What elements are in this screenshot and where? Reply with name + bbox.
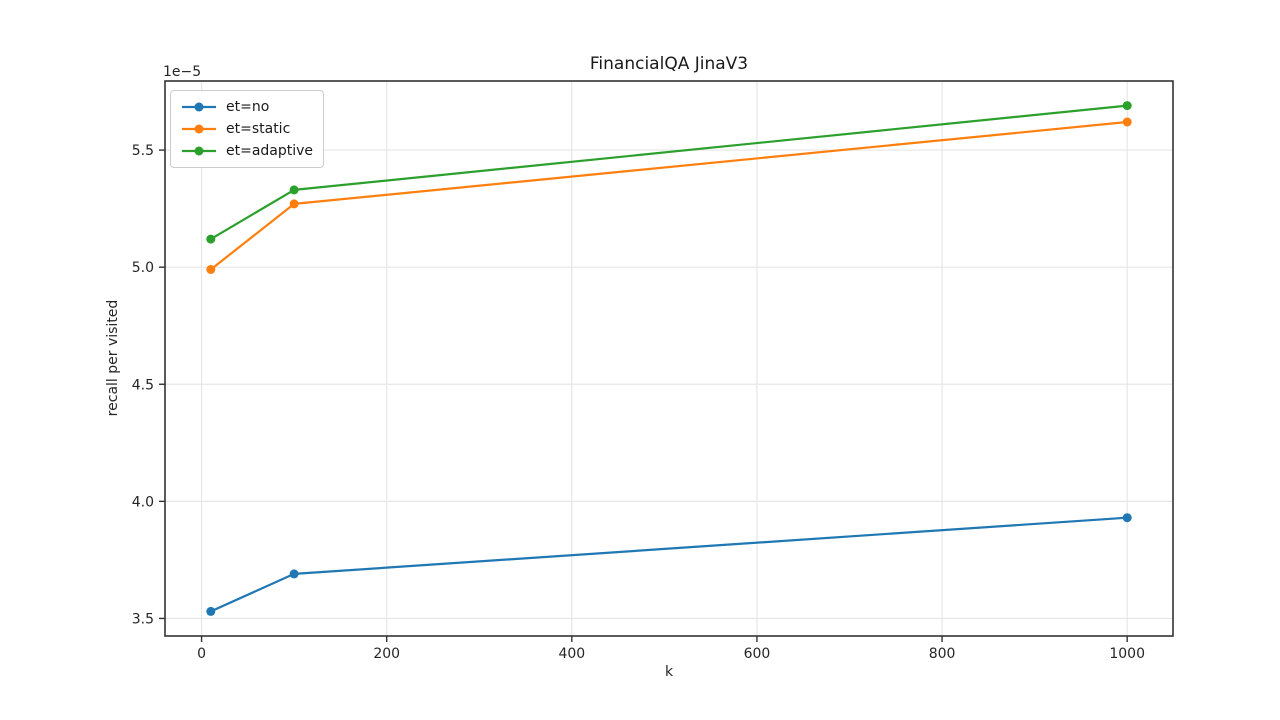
series-line-et-no bbox=[209, 516, 1129, 613]
x-tick-label: 800 bbox=[929, 646, 956, 662]
x-axis-label: k bbox=[664, 664, 674, 680]
x-tick-label: 400 bbox=[558, 646, 585, 662]
legend-sample-marker bbox=[194, 146, 204, 156]
legend-item-et-no: et=no bbox=[180, 97, 313, 117]
y-tick-label: 3.5 bbox=[132, 611, 154, 627]
data-point-et-adaptive bbox=[289, 185, 299, 195]
legend-label: et=adaptive bbox=[226, 143, 314, 159]
x-tick-label: 600 bbox=[744, 646, 771, 662]
legend: et=no et=static et=adaptive bbox=[170, 90, 325, 168]
data-point-et-no bbox=[289, 569, 299, 579]
legend-sample-marker bbox=[194, 102, 204, 112]
axes-spines bbox=[164, 80, 1174, 637]
x-tick-label: 0 bbox=[197, 646, 206, 662]
data-point-et-no bbox=[1122, 513, 1132, 523]
chart-title: FinancialQA JinaV3 bbox=[589, 54, 749, 74]
y-tick-label: 4.0 bbox=[132, 494, 154, 510]
legend-item-et-adaptive: et=adaptive bbox=[180, 141, 313, 161]
y-axis-offset-label: 1e−5 bbox=[163, 64, 202, 80]
data-point-et-static bbox=[289, 199, 299, 209]
legend-line-sample bbox=[182, 102, 216, 112]
x-tick-label: 1000 bbox=[1109, 646, 1145, 662]
data-point-et-no bbox=[206, 606, 216, 616]
data-point-et-static bbox=[206, 265, 216, 274]
data-point-et-adaptive bbox=[206, 234, 216, 244]
legend-label: et=no bbox=[226, 99, 270, 115]
y-tick-label: 5.0 bbox=[132, 260, 154, 276]
legend-item-et-static: et=static bbox=[180, 119, 313, 139]
data-point-et-static bbox=[1122, 117, 1132, 127]
legend-line-sample bbox=[182, 146, 216, 156]
y-axis-label: recall per visited bbox=[105, 299, 121, 417]
legend-line-sample bbox=[182, 124, 216, 134]
series-line-et-static bbox=[209, 120, 1129, 271]
legend-label: et=static bbox=[226, 121, 291, 137]
x-tick-label: 200 bbox=[373, 646, 400, 662]
data-point-et-adaptive bbox=[1122, 101, 1132, 111]
series-line-et-adaptive bbox=[209, 104, 1129, 241]
y-tick-label: 4.5 bbox=[132, 377, 154, 393]
y-tick-label: 5.5 bbox=[132, 143, 154, 159]
legend-sample-marker bbox=[194, 124, 204, 134]
